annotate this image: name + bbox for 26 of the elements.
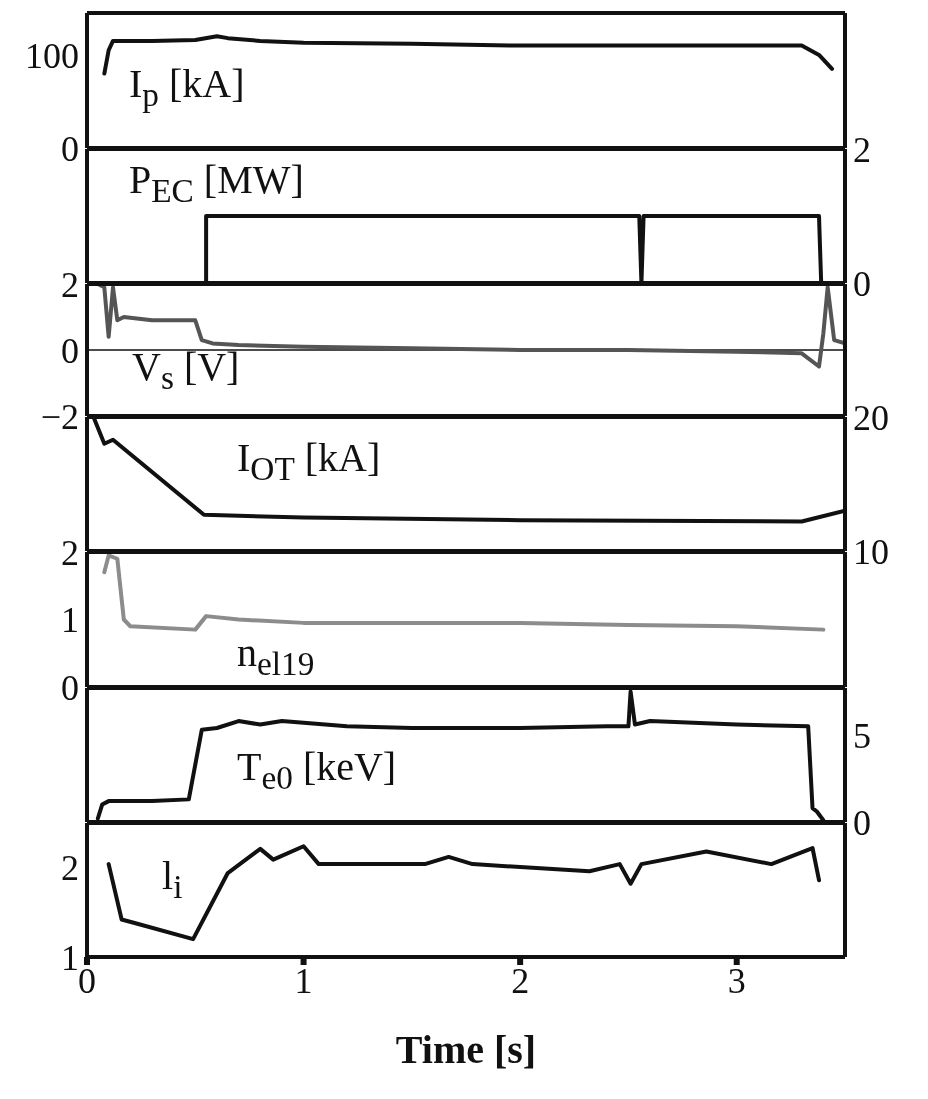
text: I$_{p}$ [kA] xyxy=(129,61,245,115)
y2-tick-label: 2 xyxy=(853,129,871,170)
y-tick-label: 0 xyxy=(61,667,79,708)
x-tick-label: 2 xyxy=(511,960,530,1001)
y2-tick-label: 20 xyxy=(853,397,889,438)
y-tick-label: 100 xyxy=(25,35,79,76)
y-tick-label: 2 xyxy=(61,264,79,305)
y2-tick-label: 0 xyxy=(853,263,871,304)
x-tick-label: 3 xyxy=(727,960,746,1001)
y-tick-label: 1 xyxy=(61,600,79,641)
y-tick-label: 0 xyxy=(61,128,79,169)
text: T$_{e0}$ [keV] xyxy=(237,744,397,798)
y-tick-label: −2 xyxy=(40,396,79,437)
text: I$_{OT}$ [kA] xyxy=(237,435,381,489)
y-tick-label: 2 xyxy=(61,848,79,889)
y-tick-label: 0 xyxy=(61,330,79,371)
y2-tick-label: 10 xyxy=(853,531,889,572)
text: V$_{s}$ [V] xyxy=(132,344,240,398)
y2-tick-label: 5 xyxy=(853,715,871,756)
y-tick-label: 2 xyxy=(61,532,79,573)
text: l$_{i}$ xyxy=(162,853,183,907)
x-tick-label: 1 xyxy=(294,960,313,1001)
y2-tick-label: 0 xyxy=(853,802,871,843)
chart-title: P$_{EC}$ [MW] xyxy=(129,157,304,211)
x-axis-title: Time [s] xyxy=(395,1027,537,1072)
text: n$_{el19}$ xyxy=(237,630,315,684)
